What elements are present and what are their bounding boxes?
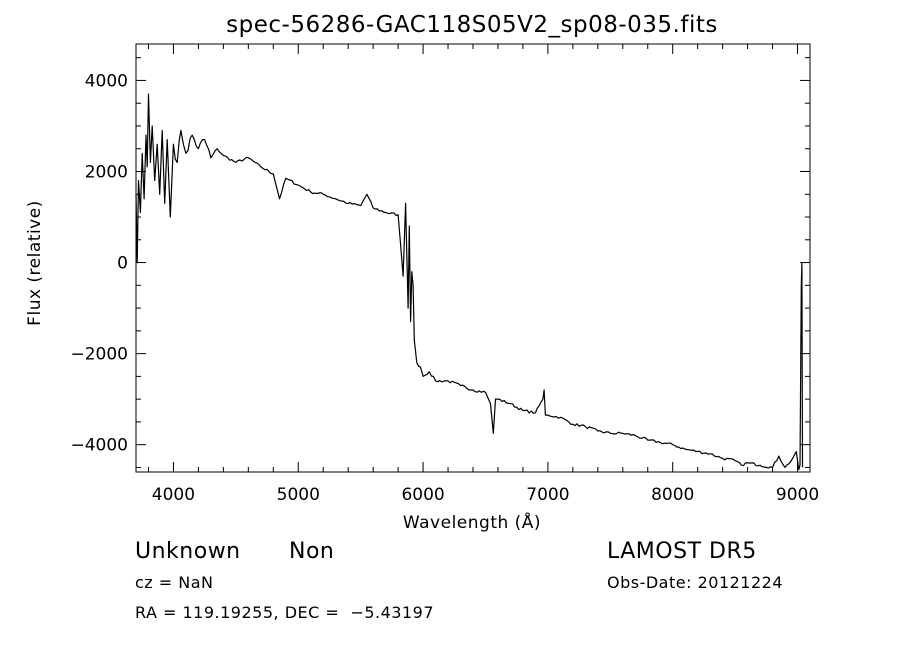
y-tick-label: 0 (117, 254, 128, 274)
x-tick-label: 6000 (401, 485, 444, 505)
y-axis-ticks: −4000 −2000 0 2000 4000 (70, 57, 810, 468)
spectrum-line (135, 93, 804, 471)
y-tick-label: 4000 (85, 71, 128, 91)
chart-title: spec-56286-GAC118S05V2_sp08-035.fits (226, 12, 718, 38)
x-tick-label: 7000 (526, 485, 569, 505)
x-tick-label: 9000 (776, 485, 819, 505)
y-tick-label: 2000 (85, 162, 128, 182)
survey-name: LAMOST DR5 (607, 539, 757, 564)
x-tick-label: 5000 (277, 485, 320, 505)
x-axis-label: Wavelength (Å) (403, 511, 541, 533)
obs-date-label: Obs-Date: 20121224 (607, 573, 784, 592)
y-axis-label: Flux (relative) (25, 200, 45, 326)
x-tick-label: 8000 (651, 485, 694, 505)
y-tick-label: −4000 (70, 436, 128, 456)
coordinates-label: RA = 119.19255, DEC = −5.43197 (135, 603, 435, 622)
redshift-label: cz = NaN (135, 573, 214, 592)
x-axis-ticks: 4000 5000 6000 7000 8000 9000 (147, 44, 819, 505)
x-tick-label: 4000 (152, 485, 195, 505)
object-subclass: Non (289, 539, 335, 564)
y-tick-label: −2000 (70, 345, 128, 365)
object-class: Unknown (135, 539, 241, 564)
plot-frame (135, 43, 811, 473)
